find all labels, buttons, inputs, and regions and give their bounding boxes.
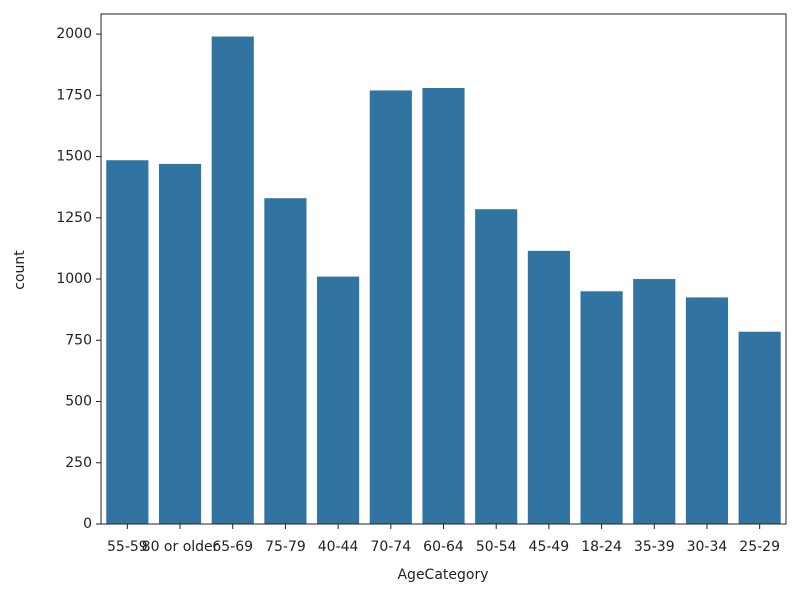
x-tick-label: 50-54 [476, 539, 517, 555]
x-tick-label: 18-24 [581, 539, 622, 555]
y-tick-label: 0 [83, 516, 92, 532]
x-tick-label: 60-64 [423, 539, 464, 555]
y-tick-label: 2000 [56, 26, 92, 42]
bar [422, 87, 465, 525]
x-tick-label: 70-74 [370, 539, 411, 555]
x-tick-label: 35-39 [634, 539, 675, 555]
y-tick-label: 250 [65, 455, 92, 471]
y-axis-label: count [12, 250, 28, 290]
x-tick-label: 65-69 [212, 539, 253, 555]
x-tick-label: 80 or older [142, 539, 219, 555]
bar [527, 250, 570, 524]
bar [580, 291, 623, 524]
y-tick-label: 1000 [56, 271, 92, 287]
bar [158, 163, 202, 524]
y-tick-label: 1750 [56, 87, 92, 103]
x-tick-label: 30-34 [687, 539, 728, 555]
bar [317, 276, 360, 524]
bar [106, 160, 149, 524]
y-tick-label: 1500 [56, 149, 92, 165]
y-tick-label: 500 [65, 394, 92, 410]
x-tick-label: 40-44 [318, 539, 359, 555]
y-tick-label: 1250 [56, 210, 92, 226]
bar [475, 209, 518, 525]
x-tick-label: 45-49 [529, 539, 570, 555]
bar [211, 36, 254, 525]
y-tick-label: 750 [65, 332, 92, 348]
bar [369, 90, 412, 524]
x-axis-label: AgeCategory [397, 567, 488, 583]
plot-frame [100, 13, 787, 525]
x-tick-label: 25-29 [739, 539, 780, 555]
bar [633, 279, 676, 524]
x-tick-label: 55-59 [107, 539, 148, 555]
bar [738, 331, 781, 524]
bar [264, 198, 307, 524]
bar [685, 297, 729, 524]
x-tick-label: 75-79 [265, 539, 306, 555]
